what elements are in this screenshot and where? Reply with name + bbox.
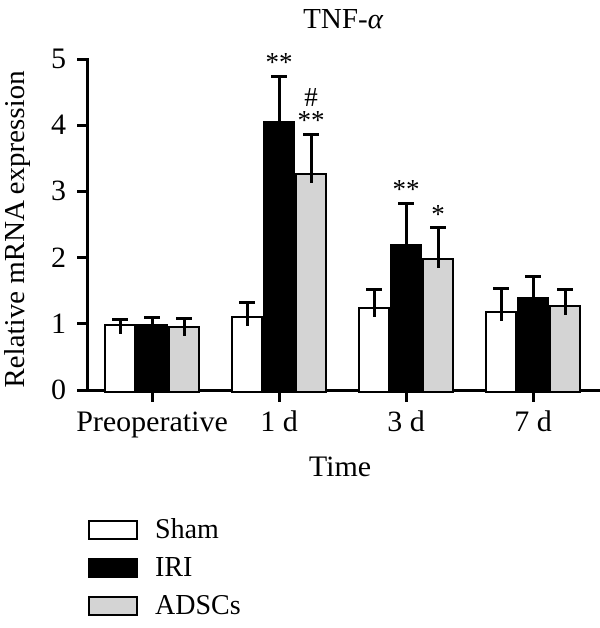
error-bar-sham-3d [372, 289, 376, 318]
error-cap-adscs-3d [430, 226, 446, 230]
x-axis-line [86, 389, 600, 392]
error-bar-iri-7d [531, 276, 535, 308]
annotation-adscs-3d: * [431, 198, 445, 229]
legend-swatch-adscs [88, 596, 138, 616]
annotation-adscs-1d: # [304, 82, 318, 113]
y-tick-4 [77, 123, 87, 127]
error-bar-sham-7d [499, 288, 503, 321]
error-bar-adscs-1d [309, 134, 313, 183]
error-bar-sham-preoperative [118, 319, 122, 334]
x-tick-7d [531, 392, 535, 402]
y-tick-1 [77, 322, 87, 326]
bar-iri-1d [263, 120, 295, 393]
error-bar-sham-1d [245, 302, 249, 326]
error-bar-adscs-7d [563, 289, 567, 316]
legend-row-adscs: ADSCs [88, 590, 241, 621]
error-cap-iri-1d [271, 74, 287, 78]
error-bar-iri-1d [277, 76, 281, 131]
bar-sham-preoperative [104, 323, 136, 393]
y-tick-label-0: 0 [51, 373, 66, 406]
bar-iri-7d [517, 297, 549, 393]
legend-swatch-sham [88, 520, 138, 540]
y-tick-label-1: 1 [51, 306, 66, 340]
x-tick-label-preoperative: Preoperative [76, 405, 228, 438]
y-axis-line [86, 58, 89, 392]
error-bar-adscs-preoperative [182, 318, 186, 337]
y-tick-label-2: 2 [51, 240, 66, 274]
bar-adscs-3d [422, 257, 454, 393]
x-axis-title: Time [308, 450, 372, 483]
x-tick-label-1d: 1 d [260, 405, 298, 438]
x-tick-label-3d: 3 d [387, 405, 425, 438]
y-tick-2 [77, 256, 87, 260]
y-tick-3 [77, 189, 87, 193]
y-tick-0 [77, 388, 87, 392]
legend-swatch-iri [88, 558, 138, 578]
x-tick-label-7d: 7 d [514, 405, 552, 438]
bar-sham-1d [231, 315, 263, 393]
bar-sham-3d [358, 307, 390, 393]
error-bar-iri-preoperative [150, 317, 154, 334]
error-cap-sham-1d [239, 301, 255, 305]
legend-label-iri: IRI [155, 552, 193, 583]
error-cap-adscs-7d [557, 287, 573, 291]
error-cap-iri-7d [525, 275, 541, 279]
error-cap-iri-3d [398, 201, 414, 205]
error-cap-sham-3d [366, 287, 382, 291]
chart-title-alpha: α [367, 3, 383, 35]
annotation-adscs-1d: ** [297, 105, 325, 136]
error-cap-iri-preoperative [144, 315, 160, 319]
chart-title: TNF-α [143, 2, 543, 36]
legend: Sham IRI ADSCs [88, 514, 241, 628]
error-cap-sham-preoperative [112, 317, 128, 321]
x-tick-1d [277, 392, 281, 402]
error-cap-adscs-1d [303, 132, 319, 136]
y-tick-label-5: 5 [51, 42, 66, 75]
legend-row-sham: Sham [88, 514, 241, 545]
error-cap-adscs-preoperative [176, 317, 192, 320]
bar-adscs-1d [295, 172, 327, 393]
error-cap-sham-7d [493, 287, 509, 291]
bar-iri-3d [390, 244, 422, 393]
bar-sham-7d [485, 310, 517, 393]
legend-label-adscs: ADSCs [155, 590, 241, 621]
annotation-iri-3d: ** [392, 174, 420, 205]
x-tick-preoperative [150, 392, 154, 402]
legend-label-sham: Sham [155, 514, 219, 545]
bar-iri-preoperative [136, 323, 168, 393]
x-tick-3d [404, 392, 408, 402]
error-bar-iri-3d [404, 203, 408, 255]
chart-title-text: TNF- [303, 3, 368, 35]
y-tick-5 [77, 57, 87, 61]
y-tick-label-4: 4 [51, 108, 66, 142]
bar-adscs-7d [549, 305, 581, 393]
error-bar-adscs-3d [436, 227, 440, 268]
annotation-iri-1d: ** [265, 47, 293, 78]
y-tick-label-3: 3 [51, 174, 66, 208]
legend-row-iri: IRI [88, 552, 241, 583]
